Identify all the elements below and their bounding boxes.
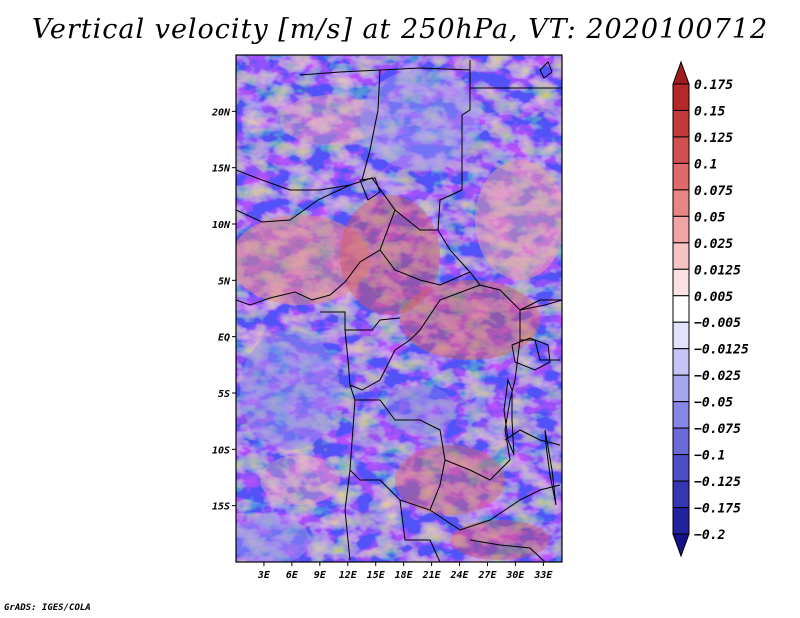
colorbar-swatch	[672, 321, 690, 350]
colorbar-swatch	[672, 215, 690, 244]
colorbar-label: −0.2	[694, 528, 725, 543]
colorbar-label: −0.005	[694, 316, 741, 331]
lon-tick-label: 24E	[450, 570, 470, 581]
colorbar: 0.175 0.15 0.125 0.1 0.075 0.05 0.025 0.0125 0.0…	[672, 60, 749, 558]
colorbar-label: −0.175	[694, 502, 741, 517]
lat-tick-label: 5N	[218, 276, 231, 287]
lon-tick-label: 27E	[477, 570, 497, 581]
colorbar-label: 0.1	[694, 157, 717, 172]
lat-tick-label: 5S	[218, 389, 230, 400]
colorbar-swatch	[672, 242, 690, 270]
lon-tick-label: 33E	[533, 570, 553, 581]
colorbar-label: 0.005	[694, 290, 733, 305]
country-borders	[236, 60, 562, 562]
colorbar-label: 0.125	[694, 131, 733, 146]
grads-credit: GrADS: IGES/COLA	[4, 603, 91, 613]
colorbar-label: −0.075	[694, 422, 741, 437]
colorbar-label: 0.175	[694, 78, 733, 93]
lon-tick-label: 12E	[339, 570, 358, 581]
lat-tick-label: EQ	[218, 333, 230, 344]
colorbar-swatch	[672, 109, 690, 138]
colorbar-swatch	[672, 374, 690, 403]
lon-tick-label: 18E	[395, 570, 414, 581]
colorbar-swatch	[672, 348, 690, 376]
colorbar-swatch	[672, 533, 690, 558]
colorbar-swatch	[672, 162, 690, 191]
colorbar-swatch	[672, 268, 690, 297]
colorbar-label: −0.05	[694, 396, 733, 411]
colorbar-label: 0.075	[694, 184, 733, 199]
colorbar-label: 0.05	[694, 210, 725, 225]
lat-tick-label: 15S	[212, 502, 230, 513]
colorbar-label: 0.025	[694, 237, 733, 252]
colorbar-swatch	[672, 189, 690, 217]
lat-tick-label: 20N	[211, 107, 231, 118]
colorbar-swatch	[672, 60, 690, 85]
map-axes: 20N 15N 10N 5N EQ 5S 10S 15S 3E 6E 9E 12E 15E 18E 21E 2…	[211, 107, 553, 581]
colorbar-swatch	[672, 454, 690, 482]
lat-tick-label: 10N	[212, 220, 231, 231]
lon-tick-label: 21E	[422, 570, 442, 581]
lon-tick-label: 15E	[367, 570, 386, 581]
lon-tick-label: 9E	[314, 570, 327, 581]
lon-tick-label: 6E	[286, 570, 299, 581]
colorbar-label: −0.1	[694, 449, 725, 464]
lon-tick-label: 3E	[257, 570, 271, 581]
lat-tick-label: 15N	[212, 164, 231, 175]
colorbar-swatch	[672, 480, 690, 509]
map-frame	[235, 54, 563, 563]
colorbar-swatch	[672, 507, 690, 535]
colorbar-swatch	[672, 401, 690, 429]
colorbar-label: −0.0125	[694, 343, 749, 358]
colorbar-label: 0.15	[694, 104, 725, 119]
velocity-field	[236, 55, 562, 562]
colorbar-swatch	[672, 136, 690, 164]
map-title: Vertical velocity [m/s] at 250hPa, VT: 2…	[31, 14, 769, 45]
colorbar-swatch	[672, 83, 690, 111]
colorbar-label: −0.125	[694, 475, 741, 490]
lon-tick-label: 30E	[505, 570, 525, 581]
colorbar-label: −0.025	[694, 369, 741, 384]
great-lakes	[359, 61, 557, 506]
colorbar-label: 0.0125	[694, 263, 741, 278]
colorbar-swatch	[672, 295, 690, 323]
colorbar-swatch	[672, 427, 690, 456]
lat-tick-label: 10S	[212, 445, 230, 456]
